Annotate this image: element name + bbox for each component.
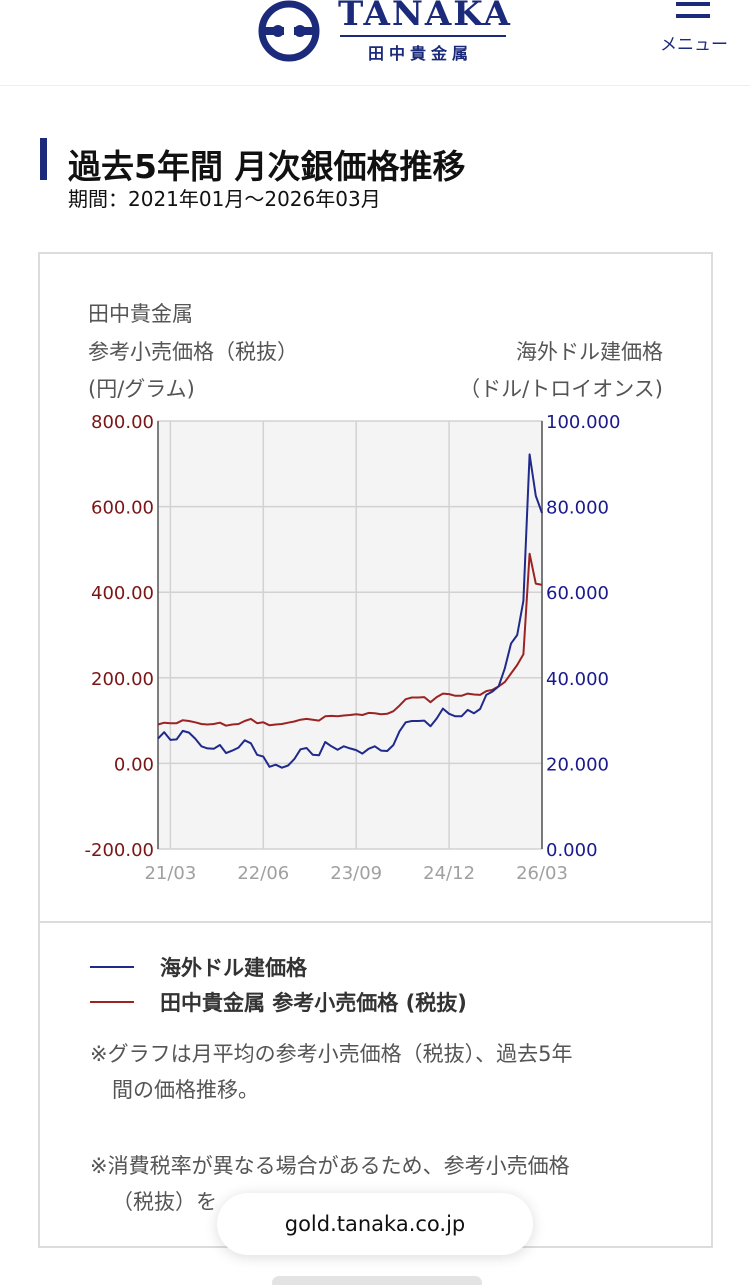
note-1-line-2: 間の価格推移。: [112, 1078, 259, 1102]
title-accent-bar: [40, 138, 47, 180]
chart-card: 田中貴金属 参考小売価格（税抜） (円/グラム) 海外ドル建価格 （ドル/トロイ…: [38, 252, 713, 1248]
x-tick-label: 22/06: [237, 863, 289, 884]
left-tick-label: 400.00: [91, 583, 154, 604]
right-tick-label: 100.000: [546, 412, 620, 433]
note-1: ※グラフは月平均の参考小売価格（税抜）、過去5年 間の価格推移。: [90, 1036, 680, 1108]
x-tick-label: 26/03: [516, 863, 568, 884]
right-axis-title-line-1: 海外ドル建価格: [516, 340, 663, 364]
home-indicator[interactable]: [272, 1276, 482, 1285]
note-2-line-2: （税抜）を: [112, 1190, 217, 1214]
series-line-usd: [157, 453, 543, 769]
x-tick-label: 23/09: [330, 863, 382, 884]
legend-label-jpy: 田中貴金属 参考小売価格 (税抜): [160, 991, 467, 1015]
right-axis-title-line-2: （ドル/トロイオンス): [459, 377, 663, 401]
tanaka-logo[interactable]: TANAKA 田中貴金属: [258, 0, 518, 63]
card-divider: [40, 921, 711, 923]
site-header: TANAKA 田中貴金属 メニュー: [0, 0, 750, 86]
right-tick-label: 0.000: [546, 840, 598, 861]
right-tick-label: 60.000: [546, 583, 609, 604]
url-bar[interactable]: gold.tanaka.co.jp: [217, 1193, 533, 1255]
plot-background: [157, 420, 543, 850]
left-axis-title-line-2: 参考小売価格（税抜）: [88, 340, 298, 364]
legend-swatch-jpy: [90, 1001, 134, 1003]
menu-label: メニュー: [660, 35, 728, 55]
right-tick-label: 80.000: [546, 498, 609, 519]
period-label: 期間：2021年01月〜2026年03月: [68, 187, 381, 211]
x-tick-label: 24/12: [423, 863, 475, 884]
note-2-line-1: ※消費税率が異なる場合があるため、参考小売価格: [90, 1154, 570, 1178]
right-tick-label: 20.000: [546, 754, 609, 775]
menu-button[interactable]: メニュー: [652, 2, 736, 58]
legend-label-usd: 海外ドル建価格: [160, 956, 307, 980]
note-2: ※消費税率が異なる場合があるため、参考小売価格 （税抜）を: [90, 1148, 680, 1220]
left-tick-label: 800.00: [91, 412, 154, 433]
logo-mark-icon: [258, 0, 320, 62]
left-axis-title-line-3: (円/グラム): [88, 377, 195, 401]
x-tick-label: 21/03: [144, 863, 196, 884]
right-tick-label: 40.000: [546, 669, 609, 690]
price-chart: -200.00 0.00 200.00 400.00 600.00 800.00 0.000…: [85, 412, 621, 884]
series-line-jpy: [157, 552, 543, 727]
legend-swatch-usd: [90, 966, 134, 968]
logo-subtitle: 田中貴金属: [368, 44, 474, 63]
logo-name: TANAKA: [338, 0, 512, 34]
logo-rule: [340, 35, 506, 37]
left-tick-label: -200.00: [85, 840, 154, 861]
note-1-line-1: ※グラフは月平均の参考小売価格（税抜）、過去5年: [90, 1042, 573, 1066]
page-title: 過去5年間 月次銀価格推移: [68, 147, 466, 186]
hamburger-icon: [676, 2, 710, 22]
left-axis-title-line-1: 田中貴金属: [88, 302, 193, 326]
left-tick-label: 600.00: [91, 498, 154, 519]
left-tick-label: 0.00: [114, 754, 154, 775]
left-tick-label: 200.00: [91, 669, 154, 690]
